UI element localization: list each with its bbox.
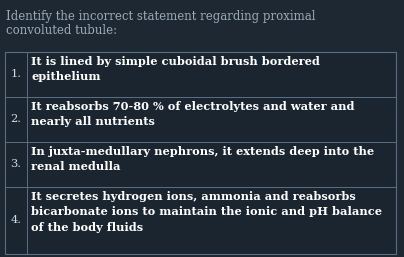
Bar bbox=[5, 52, 396, 254]
Text: 1.: 1. bbox=[11, 69, 21, 79]
Text: It reabsorbs 70-80 % of electrolytes and water and
nearly all nutrients: It reabsorbs 70-80 % of electrolytes and… bbox=[31, 101, 354, 127]
Text: 2.: 2. bbox=[11, 114, 21, 124]
Text: It secretes hydrogen ions, ammonia and reabsorbs
bicarbonate ions to maintain th: It secretes hydrogen ions, ammonia and r… bbox=[31, 191, 382, 233]
Text: convoluted tubule:: convoluted tubule: bbox=[6, 24, 117, 37]
Text: 3.: 3. bbox=[11, 159, 21, 169]
Text: Identify the incorrect statement regarding proximal: Identify the incorrect statement regardi… bbox=[6, 10, 316, 23]
Text: It is lined by simple cuboidal brush bordered
epithelium: It is lined by simple cuboidal brush bor… bbox=[31, 56, 320, 82]
Text: 4.: 4. bbox=[11, 215, 21, 225]
Text: In juxta-medullary nephrons, it extends deep into the
renal medulla: In juxta-medullary nephrons, it extends … bbox=[31, 146, 374, 172]
